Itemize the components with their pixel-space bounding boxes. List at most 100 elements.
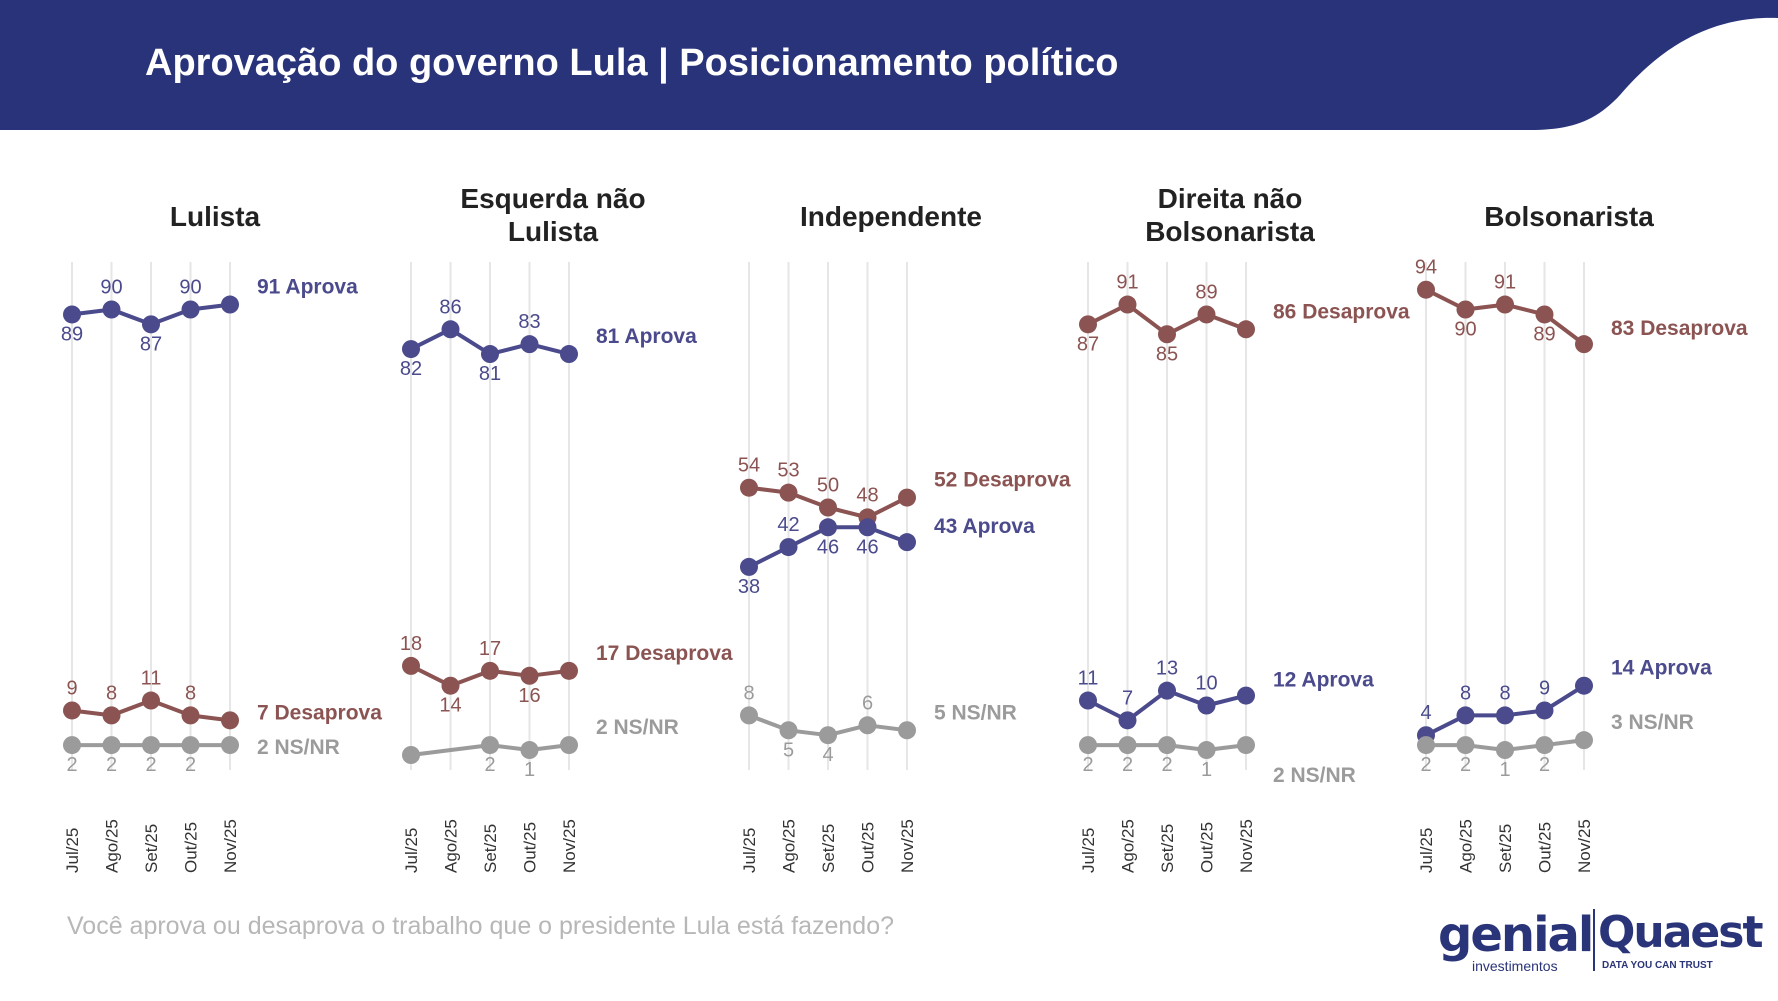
data-label: 86 bbox=[439, 296, 461, 318]
data-label: 8 bbox=[106, 682, 117, 704]
data-point bbox=[1417, 280, 1435, 299]
data-label: 9 bbox=[1539, 677, 1550, 699]
data-point bbox=[1158, 325, 1176, 344]
x-tick-label: Jul/25 bbox=[740, 828, 759, 873]
data-point bbox=[481, 736, 499, 755]
data-label: 2 bbox=[1539, 754, 1550, 776]
data-point bbox=[740, 478, 758, 497]
data-point bbox=[1197, 305, 1216, 324]
series-end-label: 43 Aprova bbox=[934, 515, 1035, 538]
data-point bbox=[560, 661, 578, 680]
data-label: 90 bbox=[100, 277, 122, 299]
data-point bbox=[63, 305, 81, 324]
x-tick-label: Set/25 bbox=[1158, 824, 1177, 873]
data-label: 0 bbox=[405, 746, 416, 768]
data-point bbox=[402, 340, 420, 359]
data-point bbox=[63, 701, 81, 720]
data-label: 81 bbox=[479, 363, 501, 385]
data-label: 5 bbox=[783, 739, 794, 761]
data-label: 54 bbox=[738, 455, 760, 477]
data-point bbox=[898, 721, 916, 740]
logo-divider bbox=[1593, 909, 1595, 971]
genial-logo-subtitle: investimentos bbox=[1472, 958, 1558, 974]
series-end-label: 3 NS/NR bbox=[1611, 711, 1694, 734]
data-label: 2 bbox=[484, 754, 495, 776]
series-end-label: 86 Desaprova bbox=[1273, 300, 1410, 323]
data-point bbox=[1535, 701, 1554, 720]
data-label: 11 bbox=[141, 668, 162, 690]
series-end-label: 17 Desaprova bbox=[596, 642, 733, 665]
data-label: 9 bbox=[66, 677, 77, 699]
data-label: 16 bbox=[518, 685, 540, 707]
data-point bbox=[481, 661, 499, 680]
data-point bbox=[142, 736, 160, 755]
x-tick-label: Out/25 bbox=[1198, 822, 1217, 873]
data-point bbox=[402, 656, 420, 675]
data-point bbox=[1575, 335, 1593, 354]
data-point bbox=[858, 716, 877, 735]
data-point bbox=[1456, 706, 1475, 725]
data-point bbox=[740, 557, 758, 576]
data-point bbox=[221, 295, 239, 314]
data-point bbox=[142, 691, 160, 710]
data-label: 18 bbox=[400, 633, 422, 655]
data-label: 38 bbox=[738, 576, 760, 598]
series-end-label: 7 Desaprova bbox=[257, 701, 382, 724]
data-point bbox=[1158, 736, 1176, 755]
data-point bbox=[740, 706, 758, 725]
data-label: 46 bbox=[817, 536, 839, 558]
data-point bbox=[779, 483, 798, 502]
data-label: 53 bbox=[777, 460, 799, 482]
data-point bbox=[481, 345, 499, 364]
data-point bbox=[1575, 676, 1593, 695]
data-point bbox=[1118, 736, 1137, 755]
data-point bbox=[1237, 736, 1255, 755]
data-point bbox=[1496, 706, 1514, 725]
data-label: 91 bbox=[1494, 272, 1516, 294]
x-tick-label: Nov/25 bbox=[898, 819, 917, 873]
data-point bbox=[560, 736, 578, 755]
x-tick-label: Jul/25 bbox=[1079, 828, 1098, 873]
series-end-label: 14 Aprova bbox=[1611, 657, 1712, 680]
data-label: 2 bbox=[1082, 754, 1093, 776]
data-point bbox=[520, 335, 539, 354]
data-point bbox=[181, 300, 200, 319]
x-tick-label: Ago/25 bbox=[442, 819, 461, 873]
data-point bbox=[181, 736, 200, 755]
x-tick-label: Nov/25 bbox=[1575, 819, 1594, 873]
panel-title: Bolsonarista bbox=[1484, 201, 1654, 232]
data-point bbox=[1535, 736, 1554, 755]
x-tick-label: Ago/25 bbox=[1119, 819, 1138, 873]
data-point bbox=[819, 518, 837, 537]
data-label: 2 bbox=[1161, 754, 1172, 776]
header-banner bbox=[0, 0, 1778, 130]
data-label: 6 bbox=[862, 692, 873, 714]
data-label: 17 bbox=[479, 638, 501, 660]
panel-title: Esquerda não bbox=[460, 183, 645, 214]
data-point bbox=[779, 538, 798, 557]
data-label: 2 bbox=[145, 754, 156, 776]
data-label: 2 bbox=[1122, 754, 1133, 776]
data-label: 94 bbox=[1415, 257, 1437, 279]
series-end-label: 2 NS/NR bbox=[1273, 764, 1356, 787]
series-end-label: 91 Aprova bbox=[257, 276, 358, 299]
data-point bbox=[1118, 711, 1137, 730]
data-point bbox=[142, 315, 160, 334]
data-point bbox=[520, 741, 539, 760]
data-point bbox=[441, 676, 460, 695]
data-point bbox=[858, 518, 877, 537]
x-tick-label: Jul/25 bbox=[402, 828, 421, 873]
data-label: 87 bbox=[1077, 333, 1099, 355]
x-tick-label: Out/25 bbox=[182, 822, 201, 873]
data-label: 82 bbox=[400, 358, 422, 380]
data-label: 8 bbox=[1460, 682, 1471, 704]
x-tick-label: Ago/25 bbox=[1457, 819, 1476, 873]
data-point bbox=[520, 666, 539, 685]
data-label: 1 bbox=[524, 759, 535, 781]
data-label: 48 bbox=[856, 484, 878, 506]
data-point bbox=[1079, 691, 1097, 710]
data-label: 2 bbox=[106, 754, 117, 776]
data-label: 11 bbox=[1078, 668, 1099, 690]
data-point bbox=[1237, 686, 1255, 705]
